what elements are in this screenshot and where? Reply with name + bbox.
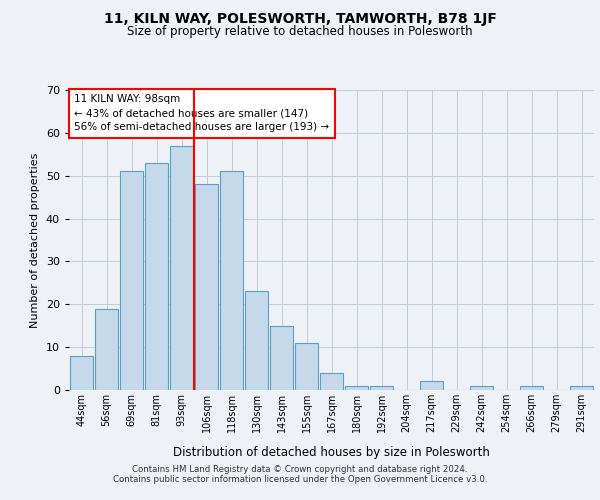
- Bar: [220, 172, 244, 390]
- Y-axis label: Number of detached properties: Number of detached properties: [30, 152, 40, 328]
- Bar: [470, 386, 493, 390]
- Bar: [320, 373, 343, 390]
- Bar: [170, 146, 193, 390]
- Bar: [370, 386, 394, 390]
- Bar: [419, 382, 443, 390]
- Text: Contains HM Land Registry data © Crown copyright and database right 2024.: Contains HM Land Registry data © Crown c…: [132, 465, 468, 474]
- Bar: [269, 326, 293, 390]
- Bar: [194, 184, 218, 390]
- Bar: [70, 356, 94, 390]
- Bar: [295, 343, 319, 390]
- Bar: [119, 172, 143, 390]
- Bar: [145, 163, 169, 390]
- Bar: [569, 386, 593, 390]
- Bar: [520, 386, 544, 390]
- Bar: [245, 292, 268, 390]
- Text: Size of property relative to detached houses in Polesworth: Size of property relative to detached ho…: [127, 25, 473, 38]
- Text: Contains public sector information licensed under the Open Government Licence v3: Contains public sector information licen…: [113, 475, 487, 484]
- X-axis label: Distribution of detached houses by size in Polesworth: Distribution of detached houses by size …: [173, 446, 490, 459]
- Text: 11, KILN WAY, POLESWORTH, TAMWORTH, B78 1JF: 11, KILN WAY, POLESWORTH, TAMWORTH, B78 …: [104, 12, 496, 26]
- Bar: [344, 386, 368, 390]
- Bar: [95, 308, 118, 390]
- Text: 11 KILN WAY: 98sqm
← 43% of detached houses are smaller (147)
56% of semi-detach: 11 KILN WAY: 98sqm ← 43% of detached hou…: [74, 94, 329, 132]
